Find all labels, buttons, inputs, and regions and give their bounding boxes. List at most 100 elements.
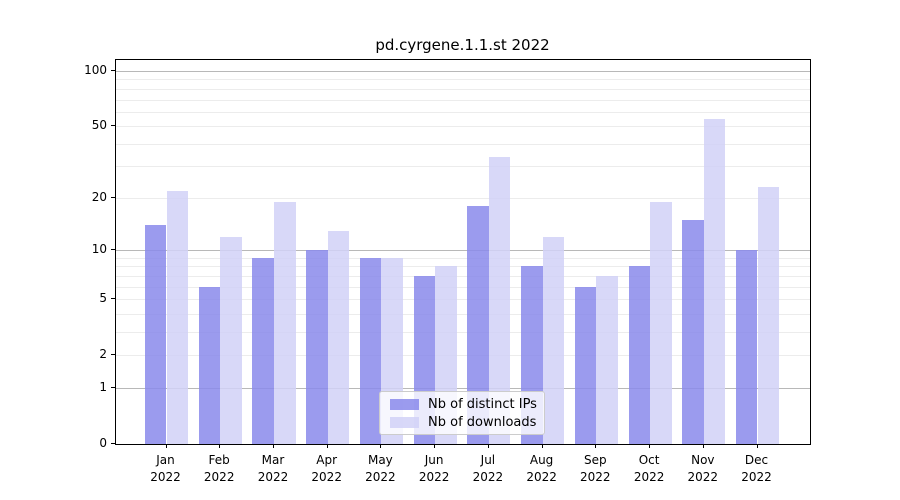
bar-downloads xyxy=(596,275,618,444)
gridline-minor xyxy=(116,111,810,113)
x-tick-year-label: 2022 xyxy=(526,470,557,484)
gridline-minor xyxy=(116,166,810,168)
legend-label-distinct-ips: Nb of distinct IPs xyxy=(428,396,537,412)
x-axis-tick xyxy=(326,444,328,448)
bar-downloads xyxy=(488,156,511,444)
y-axis-tick xyxy=(111,442,115,444)
gridline-minor xyxy=(116,257,810,259)
gridline-minor xyxy=(116,99,810,101)
gridline-minor xyxy=(116,313,810,315)
x-axis-tick xyxy=(380,444,382,448)
gridline-minor xyxy=(116,266,810,268)
gridline-minor xyxy=(116,126,810,128)
gridline-minor xyxy=(116,355,810,356)
x-axis-tick xyxy=(595,444,597,448)
plot-area xyxy=(115,59,811,445)
gridline-major xyxy=(116,250,810,252)
x-axis-tick xyxy=(273,444,274,448)
bar-distinct-ips xyxy=(682,219,704,444)
bar-downloads xyxy=(274,201,296,444)
bar-distinct-ips xyxy=(735,250,758,444)
y-axis-tick xyxy=(111,354,115,355)
bar-distinct-ips xyxy=(252,257,274,444)
legend-label-downloads: Nb of downloads xyxy=(428,414,537,430)
x-tick-year-label: 2022 xyxy=(311,470,342,484)
y-tick-label: 2 xyxy=(99,347,107,361)
gridline-minor xyxy=(116,79,810,81)
gridline-minor xyxy=(116,143,810,145)
chart-title: pd.cyrgene.1.1.st 2022 xyxy=(375,36,550,54)
gridline-minor xyxy=(116,88,810,90)
x-axis-tick xyxy=(541,444,543,448)
gridline-minor xyxy=(116,286,810,288)
bar-downloads xyxy=(703,118,726,444)
y-axis-tick xyxy=(111,125,115,127)
legend: Nb of distinct IPs Nb of downloads xyxy=(379,391,545,435)
y-tick-label: 1 xyxy=(99,379,107,394)
legend-swatch-downloads xyxy=(390,416,419,428)
x-axis-tick xyxy=(649,444,651,448)
gridline-minor xyxy=(116,331,810,333)
x-tick-year-label: 2022 xyxy=(687,470,719,484)
x-tick-year-label: 2022 xyxy=(257,470,289,484)
y-tick-label: 100 xyxy=(84,63,107,77)
x-axis-tick xyxy=(702,444,704,448)
x-tick-year-label: 2022 xyxy=(150,470,181,484)
y-axis-tick xyxy=(111,298,115,299)
x-tick-label: Jun 2022 xyxy=(418,453,450,484)
x-tick-label: May 2022 xyxy=(365,453,396,484)
gridline-minor xyxy=(116,299,810,300)
y-tick-label: 20 xyxy=(91,189,107,204)
y-axis-tick xyxy=(111,386,115,388)
x-tick-year-label: 2022 xyxy=(580,470,611,484)
bar-downloads xyxy=(650,201,672,444)
x-tick-year-label: 2022 xyxy=(741,470,772,484)
bar-distinct-ips xyxy=(628,266,651,444)
y-tick-label: 5 xyxy=(99,291,107,305)
x-tick-label: Dec 2022 xyxy=(741,453,772,484)
x-tick-label: Nov 2022 xyxy=(687,453,719,484)
legend-entry-distinct-ips: Nb of distinct IPs xyxy=(380,398,544,411)
x-axis-tick xyxy=(219,444,221,448)
bar-distinct-ips xyxy=(144,225,167,444)
x-tick-label: Oct 2022 xyxy=(633,453,665,484)
x-axis-tick xyxy=(434,444,436,448)
legend-entry-downloads: Nb of downloads xyxy=(380,416,544,429)
y-axis-tick xyxy=(111,249,115,251)
x-axis-tick xyxy=(756,444,758,448)
gridline-minor xyxy=(116,275,810,277)
bar-downloads xyxy=(166,190,189,444)
bar-downloads xyxy=(542,236,565,444)
y-tick-label: 10 xyxy=(91,242,107,257)
gridline-major xyxy=(116,387,810,389)
gridline-minor xyxy=(116,197,810,199)
x-tick-year-label: 2022 xyxy=(472,470,504,484)
bar-downloads xyxy=(757,187,780,444)
x-axis-tick xyxy=(487,444,489,448)
legend-swatch-distinct-ips xyxy=(390,398,419,410)
x-tick-label: Sep 2022 xyxy=(580,453,611,484)
y-tick-label: 50 xyxy=(91,118,107,133)
x-tick-year-label: 2022 xyxy=(418,470,450,484)
x-tick-year-label: 2022 xyxy=(365,470,396,484)
y-axis-tick xyxy=(111,196,115,198)
x-tick-label: Jul 2022 xyxy=(472,453,504,484)
gridline-major xyxy=(116,71,810,72)
x-tick-label: Feb 2022 xyxy=(203,453,235,484)
bar-distinct-ips xyxy=(359,257,382,444)
x-tick-label: Aug 2022 xyxy=(526,453,557,484)
bar-distinct-ips xyxy=(198,286,221,444)
x-tick-year-label: 2022 xyxy=(633,470,665,484)
x-tick-label: Mar 2022 xyxy=(257,453,289,484)
bar-downloads xyxy=(220,236,242,444)
bar-distinct-ips xyxy=(467,205,489,444)
x-tick-label: Jan 2022 xyxy=(150,453,181,484)
bar-downloads xyxy=(327,230,350,444)
y-axis-tick xyxy=(111,70,115,71)
x-axis-tick xyxy=(165,444,167,448)
x-tick-year-label: 2022 xyxy=(203,470,235,484)
bar-distinct-ips xyxy=(306,250,328,444)
y-tick-label: 0 xyxy=(99,435,107,450)
bar-distinct-ips xyxy=(574,286,597,444)
